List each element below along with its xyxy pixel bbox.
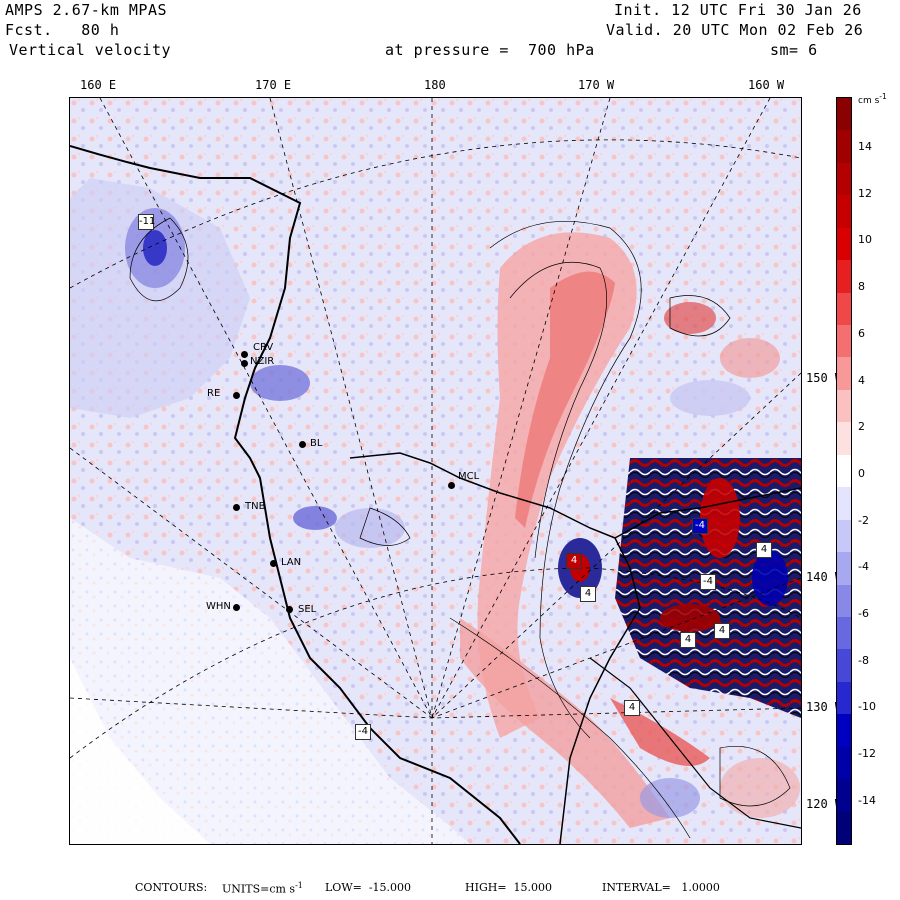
colorbar-segment xyxy=(837,584,851,618)
station-dot-nzir xyxy=(241,360,248,367)
station-dot-whn xyxy=(233,604,240,611)
map-panel[interactable]: CRV NZIR RE BL MCL TNB LAN WHN SEL -11 4… xyxy=(69,97,802,845)
station-dot-re xyxy=(233,392,240,399)
extremum-marker: 4 xyxy=(756,542,772,558)
colorbar-segment xyxy=(837,487,851,521)
station-re: RE xyxy=(207,388,221,399)
colorbar-segment xyxy=(837,389,851,423)
colorbar-segment xyxy=(837,779,851,813)
colorbar-tick-label: 10 xyxy=(858,233,872,247)
colorbar-tick-label: 8 xyxy=(858,280,865,294)
station-mcl: MCL xyxy=(458,471,480,482)
colorbar-segment xyxy=(837,454,851,488)
colorbar-tick-label: 4 xyxy=(858,373,865,387)
colorbar-segment xyxy=(837,357,851,391)
extremum-marker: -4 xyxy=(692,518,708,534)
colorbar-segment xyxy=(837,130,851,164)
lon-label-160e: 160 E xyxy=(80,78,117,92)
extremum-marker: 4 xyxy=(566,553,582,569)
extremum-marker: -11 xyxy=(138,214,155,230)
station-dot-crv xyxy=(241,351,248,358)
pressure-level: at pressure = 700 hPa xyxy=(385,41,595,59)
footer-interval: INTERVAL= 1.0000 xyxy=(602,881,720,894)
colorbar-tick-label: 12 xyxy=(858,186,872,200)
smoothing: sm= 6 xyxy=(770,41,818,59)
colorbar-segment xyxy=(837,714,851,748)
colorbar-segment xyxy=(837,292,851,326)
footer-high: HIGH= 15.000 xyxy=(465,881,553,894)
extremum-marker: 4 xyxy=(680,632,696,648)
colorbar-segment xyxy=(837,616,851,650)
station-dot-sel xyxy=(286,606,293,613)
colorbar-tick-label: 14 xyxy=(858,140,872,153)
station-tnb: TNB xyxy=(245,501,266,512)
station-whn: WHN xyxy=(206,601,231,612)
colorbar-segment xyxy=(837,260,851,294)
colorbar-tick-label: -12 xyxy=(858,747,876,761)
colorbar-segment xyxy=(837,325,851,358)
footer-units: UNITS=cm s-1 xyxy=(222,881,303,896)
lon-label-170e: 170 E xyxy=(255,78,292,92)
colorbar-tick-label: -4 xyxy=(858,560,869,574)
colorbar-tick-label: 2 xyxy=(858,420,865,434)
forecast-hour: Fcst. 80 h xyxy=(5,21,120,39)
colorbar-units: cm s-1 xyxy=(858,92,887,106)
colorbar-segment xyxy=(837,162,851,196)
valid-time: Valid. 20 UTC Mon 02 Feb 26 xyxy=(606,21,864,39)
station-dot-lan xyxy=(270,560,277,567)
lon-label-180: 180 xyxy=(424,78,446,92)
colorbar-tick-label: -6 xyxy=(858,607,869,620)
station-dot-tnb xyxy=(233,504,240,511)
colorbar-segment xyxy=(837,422,851,456)
lon-label-160w: 160 W xyxy=(748,78,785,92)
colorbar-segment xyxy=(837,519,851,553)
station-lan: LAN xyxy=(281,557,302,568)
colorbar-segment xyxy=(837,811,851,845)
colorbar-segment xyxy=(837,746,851,780)
colorbar-segment xyxy=(837,552,851,585)
colorbar-tick-label: -10 xyxy=(858,700,876,714)
colorbar-segment xyxy=(837,98,851,131)
colorbar xyxy=(836,97,852,845)
extremum-marker: 4 xyxy=(624,700,640,716)
footer-contours: CONTOURS: xyxy=(135,881,208,894)
extremum-marker: 4 xyxy=(714,623,730,639)
station-dot-mcl xyxy=(448,482,455,489)
colorbar-segment xyxy=(837,195,851,229)
colorbar-tick-label: -14 xyxy=(858,793,876,807)
colorbar-tick-label: 6 xyxy=(858,326,865,340)
colorbar-segment xyxy=(837,681,851,715)
station-nzir: NZIR xyxy=(250,356,275,367)
station-crv: CRV xyxy=(253,342,274,353)
station-bl: BL xyxy=(310,438,323,449)
colorbar-segment xyxy=(837,649,851,683)
extremum-marker: 4 xyxy=(580,586,596,602)
extremum-marker: -4 xyxy=(355,724,371,740)
colorbar-tick-label: -2 xyxy=(858,513,869,527)
vertical-velocity-field xyxy=(70,98,801,844)
model-title: AMPS 2.67-km MPAS xyxy=(5,1,168,19)
station-dot-bl xyxy=(299,441,306,448)
extremum-marker: -4 xyxy=(700,574,716,590)
init-time: Init. 12 UTC Fri 30 Jan 26 xyxy=(614,1,862,19)
colorbar-tick-label: 0 xyxy=(858,466,865,480)
lon-label-170w: 170 W xyxy=(578,78,615,92)
station-sel: SEL xyxy=(298,604,317,615)
colorbar-segment xyxy=(837,227,851,261)
colorbar-tick-label: -8 xyxy=(858,653,869,667)
field-name: Vertical velocity xyxy=(9,41,172,59)
footer-low: LOW= -15.000 xyxy=(325,881,412,894)
